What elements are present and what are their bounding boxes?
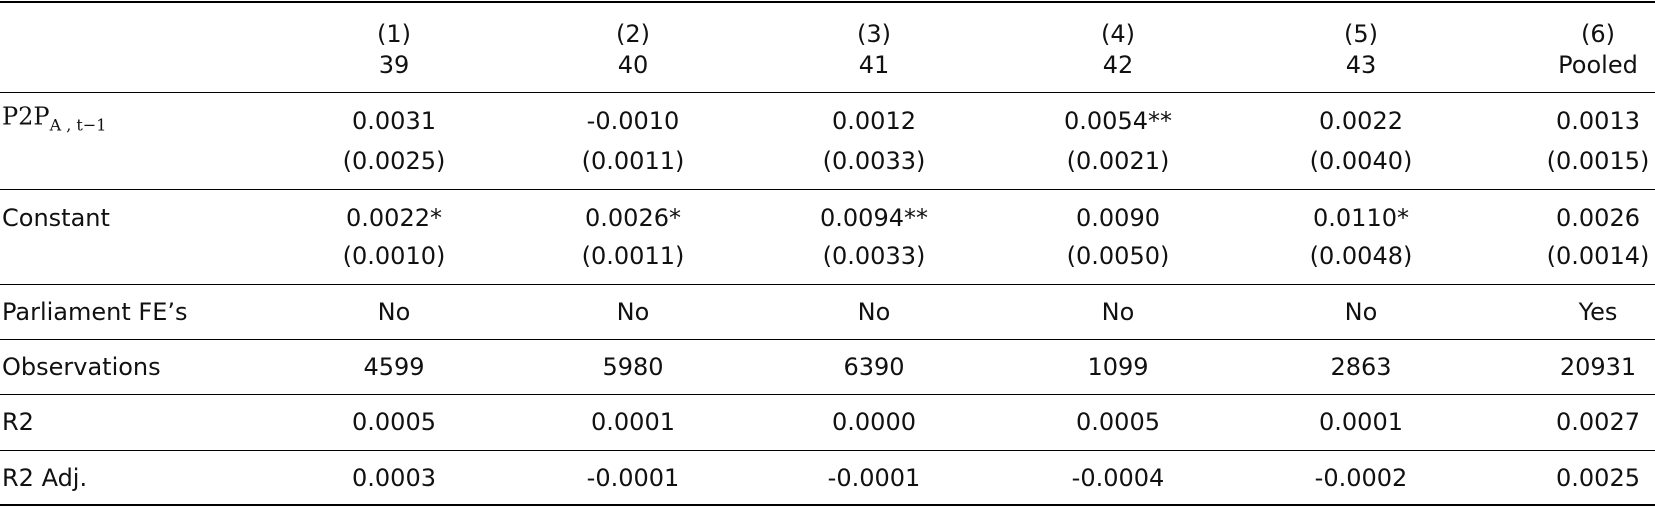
cell: Yes (1578, 298, 1618, 326)
std-error: (0.0048) (1309, 242, 1413, 270)
rule (0, 450, 1655, 451)
cell: 0.0027 (1556, 408, 1640, 436)
estimate: 0.0022 (1319, 107, 1403, 135)
row-label-subscript: A , t−1 (49, 115, 107, 135)
column-number: (3) (857, 20, 891, 48)
row-label-text: P2P (2, 102, 50, 131)
cell: 20931 (1559, 353, 1637, 381)
cell: 6390 (843, 353, 905, 381)
column-label: 43 (1345, 51, 1377, 79)
cell: 2863 (1330, 353, 1392, 381)
column-number: (5) (1344, 20, 1378, 48)
std-error: (0.0025) (342, 147, 446, 175)
cell: 1099 (1087, 353, 1149, 381)
row-label: R2 Adj. (2, 464, 88, 492)
column-number: (2) (616, 20, 650, 48)
std-error: (0.0011) (581, 242, 685, 270)
std-error: (0.0014) (1546, 242, 1650, 270)
column-label: 39 (378, 51, 410, 79)
row-label: Parliament FE’s (2, 298, 188, 326)
cell: 0.0025 (1556, 464, 1640, 492)
rule (0, 284, 1655, 285)
std-error: (0.0033) (822, 242, 926, 270)
cell: 0.0000 (832, 408, 916, 436)
row-label: P2PA , t−1 (2, 102, 106, 141)
cell: -0.0002 (1314, 464, 1408, 492)
column-label: 41 (858, 51, 890, 79)
estimate: 0.0012 (832, 107, 916, 135)
std-error: (0.0050) (1066, 242, 1170, 270)
row-label: R2 (2, 408, 34, 436)
std-error: (0.0010) (342, 242, 446, 270)
estimate: 0.0094** (820, 204, 928, 232)
estimate: -0.0010 (586, 107, 680, 135)
estimate: 0.0026 (1556, 204, 1640, 232)
cell: 0.0005 (1076, 408, 1160, 436)
estimate: 0.0022* (346, 204, 442, 232)
cell: 4599 (363, 353, 425, 381)
std-error: (0.0015) (1546, 147, 1650, 175)
cell: 0.0001 (1319, 408, 1403, 436)
rule (0, 189, 1655, 190)
std-error: (0.0011) (581, 147, 685, 175)
cell: -0.0004 (1071, 464, 1165, 492)
rule (0, 339, 1655, 340)
column-label: 40 (617, 51, 649, 79)
estimate: 0.0031 (352, 107, 436, 135)
cell: 0.0001 (591, 408, 675, 436)
cell: 0.0003 (352, 464, 436, 492)
column-label: 42 (1102, 51, 1134, 79)
std-error: (0.0021) (1066, 147, 1170, 175)
column-label: Pooled (1558, 51, 1638, 79)
estimate: 0.0026* (585, 204, 681, 232)
cell: No (857, 298, 891, 326)
column-number: (6) (1581, 20, 1615, 48)
std-error: (0.0040) (1309, 147, 1413, 175)
cell: No (616, 298, 650, 326)
std-error: (0.0033) (822, 147, 926, 175)
column-number: (1) (377, 20, 411, 48)
estimate: 0.0054** (1064, 107, 1172, 135)
row-label: Observations (2, 353, 161, 381)
rule (0, 394, 1655, 395)
rule (0, 504, 1655, 506)
cell: No (1101, 298, 1135, 326)
estimate: 0.0013 (1556, 107, 1640, 135)
row-label: Constant (2, 204, 110, 232)
cell: -0.0001 (586, 464, 680, 492)
cell: No (1344, 298, 1378, 326)
estimate: 0.0090 (1076, 204, 1160, 232)
cell: No (377, 298, 411, 326)
rule (0, 92, 1655, 93)
rule (0, 1, 1655, 3)
cell: 0.0005 (352, 408, 436, 436)
cell: -0.0001 (827, 464, 921, 492)
column-number: (4) (1101, 20, 1135, 48)
estimate: 0.0110* (1313, 204, 1409, 232)
cell: 5980 (602, 353, 664, 381)
